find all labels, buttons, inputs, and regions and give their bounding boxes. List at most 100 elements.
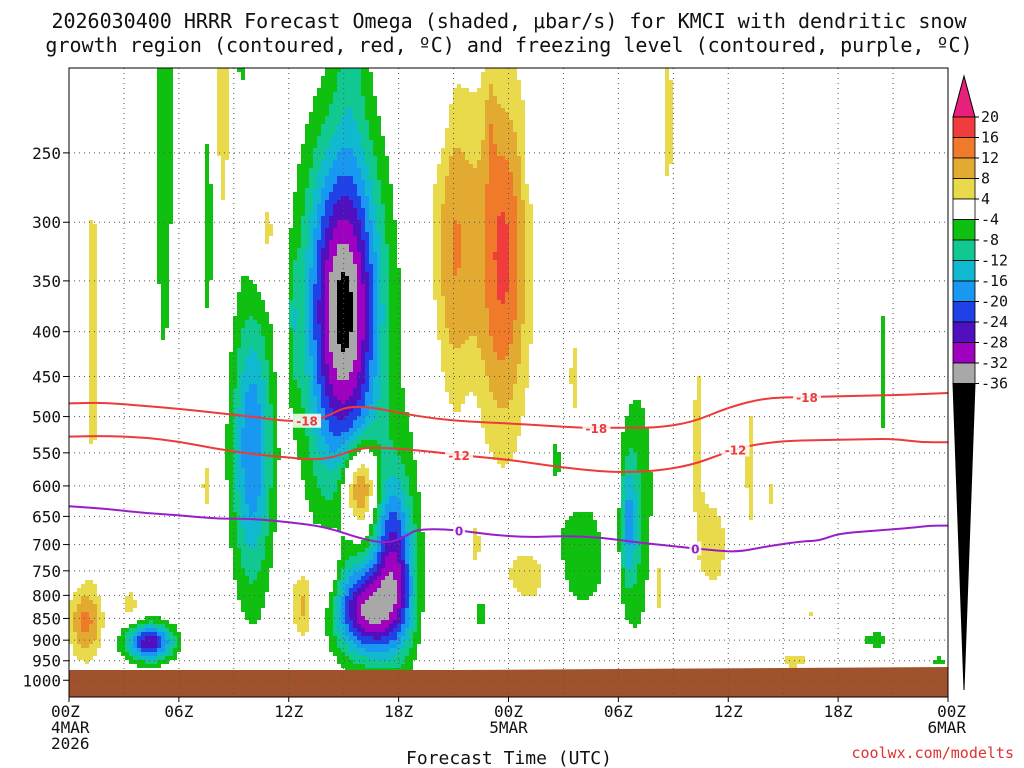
omega-cell <box>325 68 329 72</box>
omega-cell <box>353 100 357 104</box>
omega-cell <box>449 392 453 396</box>
omega-cell <box>481 164 485 168</box>
omega-cell <box>501 280 505 284</box>
omega-cell <box>349 256 353 260</box>
omega-cell <box>365 160 369 164</box>
omega-cell <box>505 208 509 212</box>
omega-cell <box>357 308 361 312</box>
omega-cell <box>509 408 513 412</box>
omega-cell <box>521 260 525 264</box>
omega-cell <box>317 304 321 308</box>
omega-cell <box>325 300 329 304</box>
omega-cell <box>349 372 353 376</box>
omega-cell <box>313 212 317 216</box>
omega-cell <box>253 376 257 380</box>
omega-cell <box>161 228 165 232</box>
omega-cell <box>157 76 161 80</box>
omega-cell <box>453 276 457 280</box>
omega-cell <box>465 252 469 256</box>
omega-cell <box>445 292 449 296</box>
omega-cell <box>365 376 369 380</box>
omega-cell <box>353 220 357 224</box>
omega-cell <box>313 356 317 360</box>
omega-cell <box>393 252 397 256</box>
omega-cell <box>477 328 481 332</box>
omega-cell <box>493 312 497 316</box>
omega-cell <box>317 380 321 384</box>
omega-cell <box>245 380 249 384</box>
omega-cell <box>205 284 209 288</box>
omega-cell <box>245 316 249 320</box>
omega-cell <box>697 412 701 416</box>
omega-cell <box>485 292 489 296</box>
omega-cell <box>389 236 393 240</box>
omega-cell <box>89 296 93 300</box>
omega-cell <box>321 176 325 180</box>
omega-cell <box>273 392 277 396</box>
omega-cell <box>517 128 521 132</box>
omega-cell <box>509 388 513 392</box>
omega-cell <box>497 156 501 160</box>
omega-cell <box>477 188 481 192</box>
omega-cell <box>465 168 469 172</box>
omega-cell <box>401 400 405 404</box>
omega-cell <box>241 328 245 332</box>
omega-cell <box>333 260 337 264</box>
omega-cell <box>369 192 373 196</box>
omega-cell <box>529 296 533 300</box>
omega-cell <box>509 228 513 232</box>
omega-cell <box>453 240 457 244</box>
omega-cell <box>361 144 365 148</box>
omega-cell <box>509 116 513 120</box>
omega-cell <box>505 152 509 156</box>
omega-cell <box>269 392 273 396</box>
omega-cell <box>457 408 461 412</box>
omega-cell <box>505 264 509 268</box>
omega-cell <box>361 212 365 216</box>
omega-cell <box>341 252 345 256</box>
omega-cell <box>373 356 377 360</box>
omega-cell <box>161 332 165 336</box>
omega-cell <box>333 352 337 356</box>
omega-cell <box>373 380 377 384</box>
omega-cell <box>457 180 461 184</box>
omega-cell <box>465 348 469 352</box>
omega-cell <box>381 284 385 288</box>
omega-cell <box>401 396 405 400</box>
omega-cell <box>465 316 469 320</box>
omega-cell <box>261 380 265 384</box>
omega-cell <box>485 296 489 300</box>
omega-cell <box>517 172 521 176</box>
omega-cell <box>365 340 369 344</box>
omega-cell <box>337 76 341 80</box>
omega-cell <box>509 84 513 88</box>
omega-cell <box>233 328 237 332</box>
omega-cell <box>221 104 225 108</box>
omega-cell <box>497 76 501 80</box>
omega-cell <box>497 116 501 120</box>
omega-cell <box>349 348 353 352</box>
omega-cell <box>313 156 317 160</box>
omega-cell <box>297 168 301 172</box>
omega-cell <box>321 232 325 236</box>
omega-cell <box>473 296 477 300</box>
omega-cell <box>365 156 369 160</box>
omega-cell <box>465 232 469 236</box>
omega-cell <box>309 224 313 228</box>
omega-cell <box>305 164 309 168</box>
omega-cell <box>513 288 517 292</box>
omega-cell <box>229 396 233 400</box>
omega-cell <box>293 296 297 300</box>
omega-cell <box>337 420 341 424</box>
omega-cell <box>529 240 533 244</box>
omega-cell <box>505 204 509 208</box>
omega-cell <box>513 136 517 140</box>
omega-cell <box>525 200 529 204</box>
omega-cell <box>361 420 365 424</box>
omega-cell <box>481 244 485 248</box>
omega-cell <box>245 312 249 316</box>
omega-cell <box>205 224 209 228</box>
omega-cell <box>397 304 401 308</box>
omega-cell <box>445 248 449 252</box>
omega-cell <box>513 404 517 408</box>
